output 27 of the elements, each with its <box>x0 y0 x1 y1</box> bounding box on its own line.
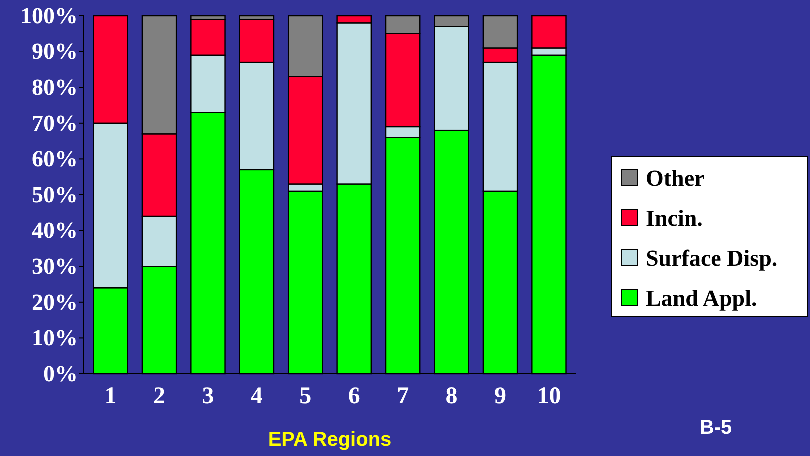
x-tick-label: 8 <box>446 383 458 410</box>
x-tick-label: 5 <box>300 383 312 410</box>
y-tick-label: 80% <box>32 74 78 100</box>
x-axis-title: EPA Regions <box>268 429 392 451</box>
x-tick-label: 3 <box>202 383 214 410</box>
y-tick-label: 40% <box>32 218 78 244</box>
x-tick-label: 4 <box>250 383 263 410</box>
legend-label: Incin. <box>646 206 703 231</box>
legend-label: Surface Disp. <box>646 246 778 271</box>
y-tick-label: 90% <box>32 39 78 64</box>
y-tick-label: 100% <box>20 3 78 28</box>
text: B-5 <box>700 417 732 439</box>
y-tick-label: 60% <box>32 146 78 172</box>
x-tick-label: 2 <box>154 383 166 410</box>
x-tick-label: 6 <box>348 383 360 410</box>
y-tick-label: 70% <box>32 110 78 136</box>
legend-label: Other <box>646 166 705 191</box>
y-tick-label: 20% <box>32 290 78 315</box>
y-tick-label: 0% <box>44 361 78 386</box>
x-tick-label: 10 <box>537 383 562 410</box>
x-tick-label: 7 <box>397 383 410 410</box>
x-tick-label: 9 <box>494 383 506 410</box>
y-tick-label: 30% <box>32 254 78 279</box>
y-tick-label: 50% <box>32 182 78 208</box>
legend-label: Land Appl. <box>646 286 758 311</box>
y-tick-label: 10% <box>32 326 78 351</box>
x-tick-label: 1 <box>104 383 117 410</box>
